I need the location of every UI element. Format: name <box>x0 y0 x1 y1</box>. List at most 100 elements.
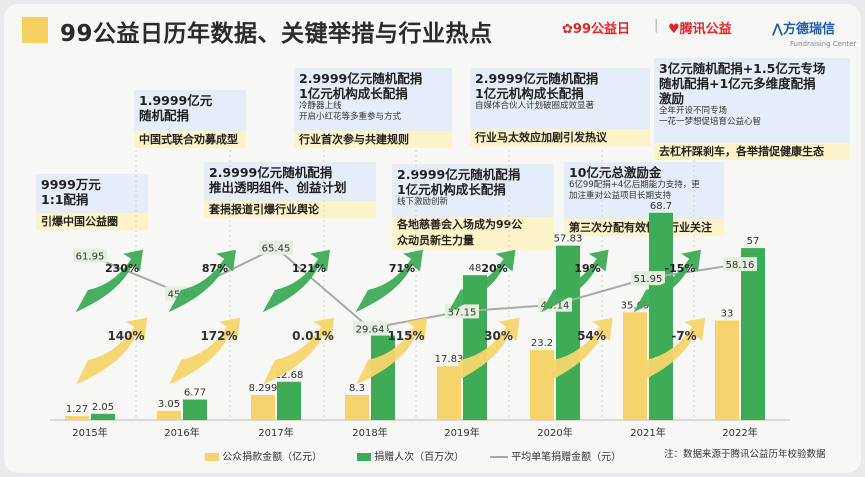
annotation-2019-text: 2.9999亿元随机配捐 1亿元机构成长配捐 <box>397 167 521 197</box>
average-label: 40.14 <box>541 301 570 312</box>
average-label-bg <box>631 271 665 286</box>
growth-label-donations: 0.01% <box>292 329 334 343</box>
annotation-2019: 2.9999亿元随机配捐 1亿元机构成长配捐 线下激励创新 各地慈善会入场成为9… <box>392 164 554 250</box>
bar-donors <box>183 399 207 420</box>
bar-label-donations: 8.299 <box>249 383 278 394</box>
bar-label-donors: 6.77 <box>184 388 206 399</box>
logo-fundraising-center: ⋀方德瑞信 <box>772 22 835 37</box>
annotation-2018-text: 2.9999亿元随机配捐 1亿元机构成长配捐 <box>299 71 423 101</box>
bar-label-donations: 17.83 <box>435 354 464 365</box>
growth-label-donations: 172% <box>200 329 237 343</box>
growth-label-donors: 71% <box>389 262 415 275</box>
growth-arrow-donors <box>75 249 143 313</box>
logo-fundraising-center-sub: Fundraising Center <box>790 40 857 48</box>
growth-arrow-donations <box>448 317 520 385</box>
logo-99-gongyi: ✿99公益日 <box>562 22 630 37</box>
average-label: 61.95 <box>76 252 105 263</box>
source-note: 注：数据来源于腾讯公益历年校验数据 <box>664 449 826 460</box>
annotation-2020-foot: 行业马太效应加剧引发热议 <box>470 129 650 146</box>
average-label: 29.64 <box>356 324 385 335</box>
annotation-2017-foot: 套捐报道引爆行业舆论 <box>204 201 376 218</box>
growth-label-donors: 230% <box>105 262 139 275</box>
bar-donors <box>741 248 765 420</box>
bar-label-donations: 3.05 <box>158 399 180 410</box>
legend-donations: 公众捐款金额（亿元） <box>205 448 322 463</box>
a-mark-icon: ⋀ <box>772 22 783 37</box>
bar-donors <box>371 335 395 420</box>
bar-label-donors: 68.7 <box>650 201 672 212</box>
annotation-2018: 2.9999亿元随机配捐 1亿元机构成长配捐 冷静器上线 开启小红花等多重参与方… <box>294 68 452 148</box>
bar-donations <box>623 312 647 420</box>
logo-separator: | <box>654 18 659 33</box>
annotation-2020-text: 2.9999亿元随机配捐 1亿元机构成长配捐 <box>475 71 599 101</box>
annotation-2017: 2.9999亿元随机配捐 推出透明组件、创益计划 套捐报道引爆行业舆论 <box>204 162 376 218</box>
annotation-2022: 3亿元随机配捐+1.5亿元专场 随机配捐+1亿元多维度配捐 激励 全年开设不同专… <box>654 58 850 160</box>
legend-swatch-green <box>357 453 371 461</box>
growth-label-donations: 54% <box>577 329 606 343</box>
growth-arrow-donations <box>634 317 706 385</box>
heart-icon: ♥ <box>668 22 680 37</box>
average-label: 51.95 <box>634 274 663 285</box>
growth-label-donations: -7% <box>671 329 696 343</box>
legend-label-average: 平均单笔捐赠金额（元） <box>511 452 622 463</box>
annotation-2020-sub: 自媒体合伙人计划破圈成效显著 <box>475 101 595 111</box>
annotation-2021-foot: 第三次分配有效性获行业关注 <box>564 219 724 236</box>
bar-label-donors: 57.83 <box>554 234 583 245</box>
growth-arrow-donors <box>633 249 701 313</box>
legend-label-donations: 公众捐款金额（亿元） <box>222 452 323 463</box>
average-label-bg <box>723 257 757 272</box>
bar-label-donations: 23.2 <box>531 338 553 349</box>
bar-label-donations: 1.27 <box>66 404 88 415</box>
annotation-2017-text: 2.9999亿元随机配捐 推出透明组件、创益计划 <box>209 165 347 195</box>
growth-label-donations: 30% <box>484 329 513 343</box>
growth-arrow-donations <box>263 317 335 385</box>
growth-label-donors: 20% <box>481 262 507 275</box>
x-tick-label: 2019年 <box>444 426 479 439</box>
bar-label-donors: 57 <box>747 236 760 247</box>
growth-label-donors: -15% <box>665 262 696 275</box>
annotation-2021: 10亿元总激励金 6亿99配捐+4亿后期能力支持，更 加注重对公益项目长期支持 … <box>564 162 724 236</box>
bar-label-donors: 12.68 <box>275 370 304 381</box>
average-label-bg <box>259 240 293 255</box>
x-tick-label: 2020年 <box>537 426 572 439</box>
bar-donors <box>91 413 115 420</box>
x-tick-label: 2017年 <box>258 426 293 439</box>
title-accent <box>22 17 48 43</box>
annotation-2019-foot: 各地慈善会入场成为99公 众动员新生力量 <box>392 217 554 250</box>
bar-donors <box>556 245 580 420</box>
growth-arrow-donors <box>168 249 236 313</box>
growth-label-donations: 140% <box>107 329 144 343</box>
bar-donors <box>649 212 673 420</box>
annotation-2022-text: 3亿元随机配捐+1.5亿元专场 随机配捐+1亿元多维度配捐 激励 <box>659 61 826 106</box>
annotation-2016: 1.9999亿元 随机配捐 中国式联合劝募成型 <box>134 90 246 148</box>
bar-donations <box>715 320 739 420</box>
annotation-2015: 9999万元 1:1配捐 引爆中国公益圈 <box>36 174 148 230</box>
x-tick-label: 2022年 <box>722 426 757 439</box>
legend-label-donors: 捐赠人次（百万次） <box>374 452 465 463</box>
bar-donors <box>277 381 301 420</box>
bar-donations <box>157 410 181 420</box>
growth-arrow-donations <box>169 317 241 385</box>
growth-arrow-donors <box>448 249 516 313</box>
annotation-2016-foot: 中国式联合劝募成型 <box>134 131 246 148</box>
legend-swatch-line <box>490 456 508 458</box>
annotation-2015-text: 9999万元 1:1配捐 <box>41 177 101 207</box>
growth-arrow-donations <box>541 317 613 385</box>
growth-arrow-donors <box>355 249 423 313</box>
annotation-2022-foot: 去杠杆踩刹车，各举措促健康生态 <box>654 143 850 160</box>
x-tick-label: 2016年 <box>164 426 199 439</box>
average-label-bg <box>353 321 387 336</box>
x-tick-label: 2021年 <box>630 426 665 439</box>
bar-label-donations: 35.69 <box>621 300 650 311</box>
annotation-2019-sub: 线下激励创新 <box>397 197 449 207</box>
bar-label-donations: 33 <box>721 308 734 319</box>
annotation-2018-sub: 冷静器上线 开启小红花等多重参与方式 <box>299 101 402 122</box>
logo-tencent-gongyi: ♥腾讯公益 <box>668 22 732 37</box>
bar-donations <box>65 416 89 420</box>
legend-swatch-yellow <box>205 453 219 461</box>
bar-donations <box>345 394 369 420</box>
annotation-2015-foot: 引爆中国公益圈 <box>36 213 148 230</box>
average-label: 65.45 <box>262 244 291 255</box>
average-label-bg <box>73 248 107 263</box>
